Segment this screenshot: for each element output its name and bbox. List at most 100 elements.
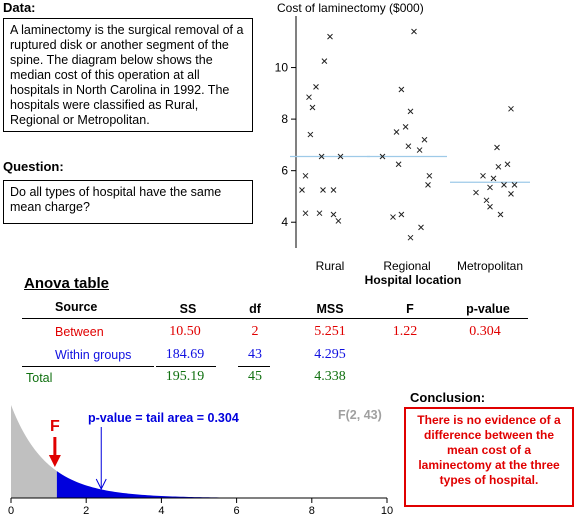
anova-header-source: Source [55, 300, 97, 314]
question-text: Do all types of hospital have the same m… [10, 185, 221, 214]
data-point [394, 130, 399, 135]
y-tick-label: 6 [281, 164, 288, 178]
anova-header-df: df [245, 302, 265, 316]
anova-title: Anova table [24, 275, 109, 292]
data-point [484, 198, 489, 203]
data-point [331, 188, 336, 193]
f-distribution-title: F(2, 43) [338, 408, 382, 422]
data-point [491, 176, 496, 181]
data-point [331, 212, 336, 217]
data-point [336, 218, 341, 223]
anova-between-f: 1.22 [385, 324, 425, 340]
data-point [408, 235, 413, 240]
anova-within-mss: 4.295 [300, 347, 360, 363]
anova-header-f: F [400, 302, 420, 316]
scatter-points [300, 29, 518, 240]
conclusion-box: There is no evidence of a difference bet… [404, 407, 574, 507]
f-distribution-axis: 0 2 4 6 8 10 [8, 498, 393, 515]
anova-total-rule-left [22, 366, 154, 367]
y-tick-label: 8 [281, 112, 288, 126]
anova-between-label: Between [55, 325, 104, 339]
x-tick-label: 6 [234, 505, 240, 515]
anova-header-pvalue: p-value [458, 302, 518, 316]
anova-within-label: Within groups [55, 348, 131, 362]
data-point [322, 59, 327, 64]
anova-header-ss: SS [178, 302, 198, 316]
anova-total-rule-ss [156, 366, 216, 367]
data-heading: Data: [3, 0, 36, 15]
data-point [403, 124, 408, 129]
f-distribution-chart: 0 2 4 6 8 10 F(2, 43) p-value = tail area = 0… [0, 395, 400, 515]
data-point [426, 182, 431, 187]
data-point [399, 87, 404, 92]
data-point [321, 188, 326, 193]
y-tick-label: 4 [281, 215, 288, 229]
cost-scatter-chart: Cost of laminectomy ($000) 4 6 8 10 Rural Reg… [260, 0, 580, 290]
data-point [314, 84, 319, 89]
data-point [498, 212, 503, 217]
question-box: Do all types of hospital have the same m… [3, 180, 253, 224]
data-point [412, 29, 417, 34]
question-heading: Question: [3, 159, 64, 174]
anova-within-ss: 184.69 [150, 347, 220, 363]
data-point [512, 182, 517, 187]
x-tick-label: 2 [83, 505, 89, 515]
data-point [303, 211, 308, 216]
data-point [427, 173, 432, 178]
data-point [328, 34, 333, 39]
data-point [408, 109, 413, 114]
data-point [481, 173, 486, 178]
anova-between-ss: 10.50 [155, 324, 215, 340]
scatter-title: Cost of laminectomy ($000) [277, 1, 424, 15]
data-point [502, 182, 507, 187]
data-point [495, 145, 500, 150]
anova-total-label: Total [26, 371, 52, 385]
anova-total-rule-df [238, 366, 270, 367]
anova-between-mss: 5.251 [300, 324, 360, 340]
data-point [419, 225, 424, 230]
anova-total-mss: 4.338 [300, 369, 360, 385]
scatter-axes: 46810Rural Regional Metropolitan [275, 16, 523, 273]
data-description-text: A laminectomy is the surgical removal of… [10, 23, 243, 127]
x-tick-label: 4 [158, 505, 164, 515]
f-distribution-tail-area [57, 471, 387, 498]
x-category-label: Metropolitan [457, 259, 523, 273]
data-point [505, 162, 510, 167]
data-description-box: A laminectomy is the surgical removal of… [3, 18, 253, 132]
data-point [417, 148, 422, 153]
p-value-annotation: p-value = tail area = 0.304 [88, 411, 239, 425]
data-point [488, 204, 493, 209]
data-point [422, 137, 427, 142]
data-point [406, 144, 411, 149]
anova-total-df: 45 [240, 369, 270, 385]
anova-header-mss: MSS [310, 302, 350, 316]
x-tick-label: 8 [309, 505, 315, 515]
data-point [317, 211, 322, 216]
x-category-label: Rural [316, 259, 345, 273]
anova-table: Source SS df MSS F p-value Between 10.50… [0, 298, 580, 388]
data-point [399, 212, 404, 217]
anova-between-df: 2 [240, 324, 270, 340]
conclusion-text: There is no evidence of a difference bet… [417, 413, 560, 487]
data-point [496, 164, 501, 169]
x-category-label: Regional [383, 259, 430, 273]
anova-between-pvalue: 0.304 [455, 324, 515, 340]
data-point [308, 132, 313, 137]
anova-total-ss: 195.19 [150, 369, 220, 385]
x-tick-label: 0 [8, 505, 14, 515]
data-point [474, 190, 479, 195]
data-point [509, 106, 514, 111]
data-point [509, 191, 514, 196]
data-point [310, 105, 315, 110]
data-point [488, 185, 493, 190]
f-statistic-label: F [50, 418, 60, 435]
data-point [303, 173, 308, 178]
anova-header-rule [22, 318, 528, 319]
data-point [307, 95, 312, 100]
data-point [396, 162, 401, 167]
f-statistic-arrow-head [49, 455, 61, 467]
conclusion-heading: Conclusion: [410, 390, 485, 405]
anova-within-df: 43 [240, 347, 270, 363]
x-tick-label: 10 [381, 505, 393, 515]
data-point [300, 188, 305, 193]
